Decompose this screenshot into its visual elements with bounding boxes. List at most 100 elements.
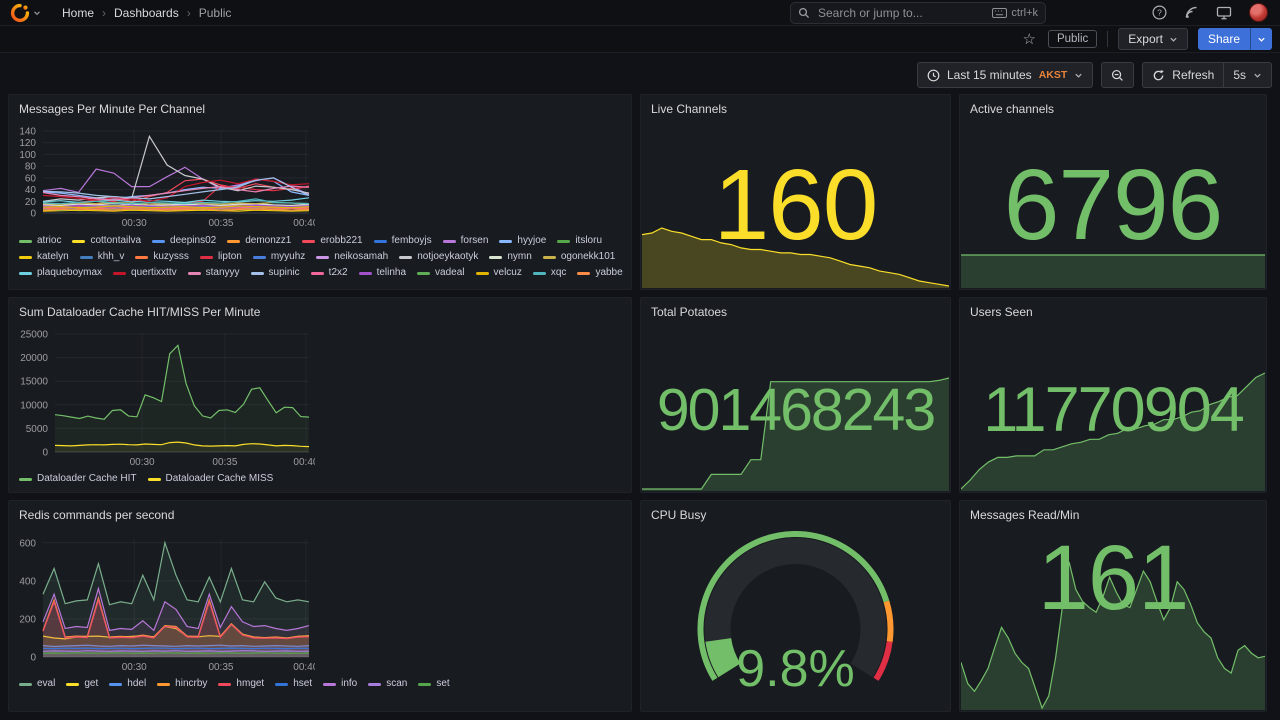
- legend-label: hset: [293, 678, 313, 689]
- legend-item-stanyyy[interactable]: stanyyy: [187, 266, 240, 280]
- legend-item-notjoeykaotyk[interactable]: notjoeykaotyk: [399, 250, 478, 264]
- legend-item-set[interactable]: set: [418, 677, 450, 691]
- nav-icons: ?: [1152, 3, 1270, 22]
- legend-item-yabbe[interactable]: yabbe: [577, 266, 623, 280]
- export-button[interactable]: Export: [1118, 28, 1188, 50]
- legend-item-quertixxttv[interactable]: quertixxttv: [113, 266, 177, 280]
- legend-item-ogonekk101[interactable]: ogonekk101: [542, 250, 616, 264]
- legend-item-t2x2[interactable]: t2x2: [310, 266, 348, 280]
- legend-swatch: [358, 271, 372, 275]
- legend-swatch: [79, 255, 93, 259]
- time-range-picker[interactable]: Last 15 minutes AKST: [916, 62, 1094, 88]
- kiosk-mode-button[interactable]: [1216, 6, 1232, 20]
- legend-label: itsloru: [575, 235, 603, 246]
- legend-swatch: [417, 271, 431, 275]
- legend-item-plaqueboymax[interactable]: plaqueboymax: [19, 266, 102, 280]
- legend-label: get: [84, 678, 99, 689]
- legend-item-velcuz[interactable]: velcuz: [475, 266, 522, 280]
- legend-item-myyuhz[interactable]: myyuhz: [252, 250, 305, 264]
- legend-item-telinha[interactable]: telinha: [358, 266, 407, 280]
- legend-item-info[interactable]: info: [323, 677, 357, 691]
- legend-item-deepins02[interactable]: deepins02: [152, 234, 216, 248]
- legend-item-kuzysss[interactable]: kuzysss: [135, 250, 189, 264]
- legend-item-xqc[interactable]: xqc: [532, 266, 566, 280]
- panel-title[interactable]: Sum Dataloader Cache HIT/MISS Per Minute: [19, 305, 261, 319]
- legend-swatch: [152, 239, 166, 243]
- chevron-down-icon: [1254, 73, 1261, 78]
- legend-item-hdel[interactable]: hdel: [109, 677, 146, 691]
- legend-label: ogonekk101: [560, 251, 616, 262]
- user-avatar[interactable]: [1249, 3, 1268, 22]
- sparkline: [642, 377, 949, 491]
- legend-item-cottontailva[interactable]: cottontailva: [72, 234, 141, 248]
- panel-title[interactable]: Live Channels: [651, 102, 728, 116]
- legend-swatch: [532, 271, 546, 275]
- legend-item-hyyjoe[interactable]: hyyjoe: [499, 234, 546, 248]
- sparkline: [961, 561, 1265, 710]
- legend-swatch: [368, 682, 382, 686]
- legend-swatch: [399, 255, 413, 259]
- panel-title[interactable]: Active channels: [970, 102, 1055, 116]
- svg-text:140: 140: [19, 127, 36, 138]
- panel-title[interactable]: Users Seen: [970, 305, 1033, 319]
- search-input[interactable]: [816, 4, 987, 21]
- legend-item-Dataloader Cache MISS[interactable]: Dataloader Cache MISS: [147, 472, 273, 486]
- legend-item-scan[interactable]: scan: [368, 677, 407, 691]
- stat-value: 901468243: [656, 377, 936, 443]
- chart-legend: Dataloader Cache HIT Dataloader Cache MIS…: [19, 472, 625, 486]
- legend-item-hincrby[interactable]: hincrby: [157, 677, 207, 691]
- legend-swatch: [135, 255, 149, 259]
- legend-item-demonzz1[interactable]: demonzz1: [227, 234, 291, 248]
- legend-item-hmget[interactable]: hmget: [218, 677, 264, 691]
- legend-item-katelyn[interactable]: katelyn: [19, 250, 69, 264]
- refresh-interval-picker[interactable]: 5s: [1223, 62, 1272, 88]
- legend-label: quertixxttv: [131, 267, 177, 278]
- legend-item-get[interactable]: get: [66, 677, 98, 691]
- legend-item-eval[interactable]: eval: [19, 677, 55, 691]
- panel-title[interactable]: Redis commands per second: [19, 508, 175, 522]
- svg-text:00:40: 00:40: [293, 662, 315, 673]
- star-button[interactable]: ☆: [1022, 30, 1036, 48]
- refresh-button[interactable]: Refresh: [1142, 62, 1224, 88]
- panel-title[interactable]: Messages Read/Min: [970, 508, 1080, 522]
- legend-item-neikosamah[interactable]: neikosamah: [316, 250, 388, 264]
- svg-text:15000: 15000: [20, 377, 48, 388]
- legend-item-Dataloader Cache HIT[interactable]: Dataloader Cache HIT: [19, 472, 137, 486]
- breadcrumb: Home › Dashboards › Public: [62, 6, 231, 20]
- legend-item-vadeal[interactable]: vadeal: [417, 266, 465, 280]
- legend-item-femboyjs[interactable]: femboyjs: [373, 234, 432, 248]
- legend-item-lipton[interactable]: lipton: [199, 250, 242, 264]
- legend-item-atrioc[interactable]: atrioc: [19, 234, 61, 248]
- legend-item-khh_v[interactable]: khh_v: [79, 250, 124, 264]
- legend-item-itsloru[interactable]: itsloru: [557, 234, 602, 248]
- legend-item-supinic[interactable]: supinic: [250, 266, 300, 280]
- dashboard-tag[interactable]: Public: [1047, 30, 1098, 48]
- refresh-icon: [1153, 69, 1164, 80]
- panel-title[interactable]: CPU Busy: [651, 508, 707, 522]
- panel-title[interactable]: Total Potatoes: [651, 305, 728, 319]
- timeseries-chart[interactable]: 0 200 400 600 00:30 00:35 00:40: [15, 533, 315, 673]
- legend-swatch: [19, 239, 32, 243]
- legend-item-hset[interactable]: hset: [275, 677, 312, 691]
- legend-swatch: [475, 271, 489, 275]
- news-button[interactable]: [1184, 5, 1199, 20]
- legend-label: telinha: [376, 267, 407, 278]
- legend-swatch: [19, 271, 32, 275]
- search-box[interactable]: ctrl+k: [790, 1, 1046, 24]
- grafana-logo[interactable]: [10, 3, 42, 23]
- help-button[interactable]: ?: [1152, 5, 1167, 20]
- timeseries-chart[interactable]: 0 5000 10000 15000 20000 25000 00:30 00:35 00:40: [15, 328, 315, 469]
- panel-title[interactable]: Messages Per Minute Per Channel: [19, 102, 206, 116]
- zoom-out-button[interactable]: [1101, 62, 1135, 88]
- legend-label: Dataloader Cache HIT: [37, 473, 137, 484]
- breadcrumb-home[interactable]: Home: [62, 5, 95, 20]
- breadcrumb-dashboards[interactable]: Dashboards: [114, 5, 179, 20]
- legend-item-nymn[interactable]: nymn: [489, 250, 532, 264]
- legend-item-forsen[interactable]: forsen: [442, 234, 488, 248]
- legend-item-erobb221[interactable]: erobb221: [302, 234, 363, 248]
- legend-label: yabbe: [595, 267, 623, 278]
- share-button[interactable]: Share: [1197, 28, 1250, 50]
- share-menu-button[interactable]: [1250, 28, 1272, 50]
- legend-label: femboyjs: [391, 235, 432, 246]
